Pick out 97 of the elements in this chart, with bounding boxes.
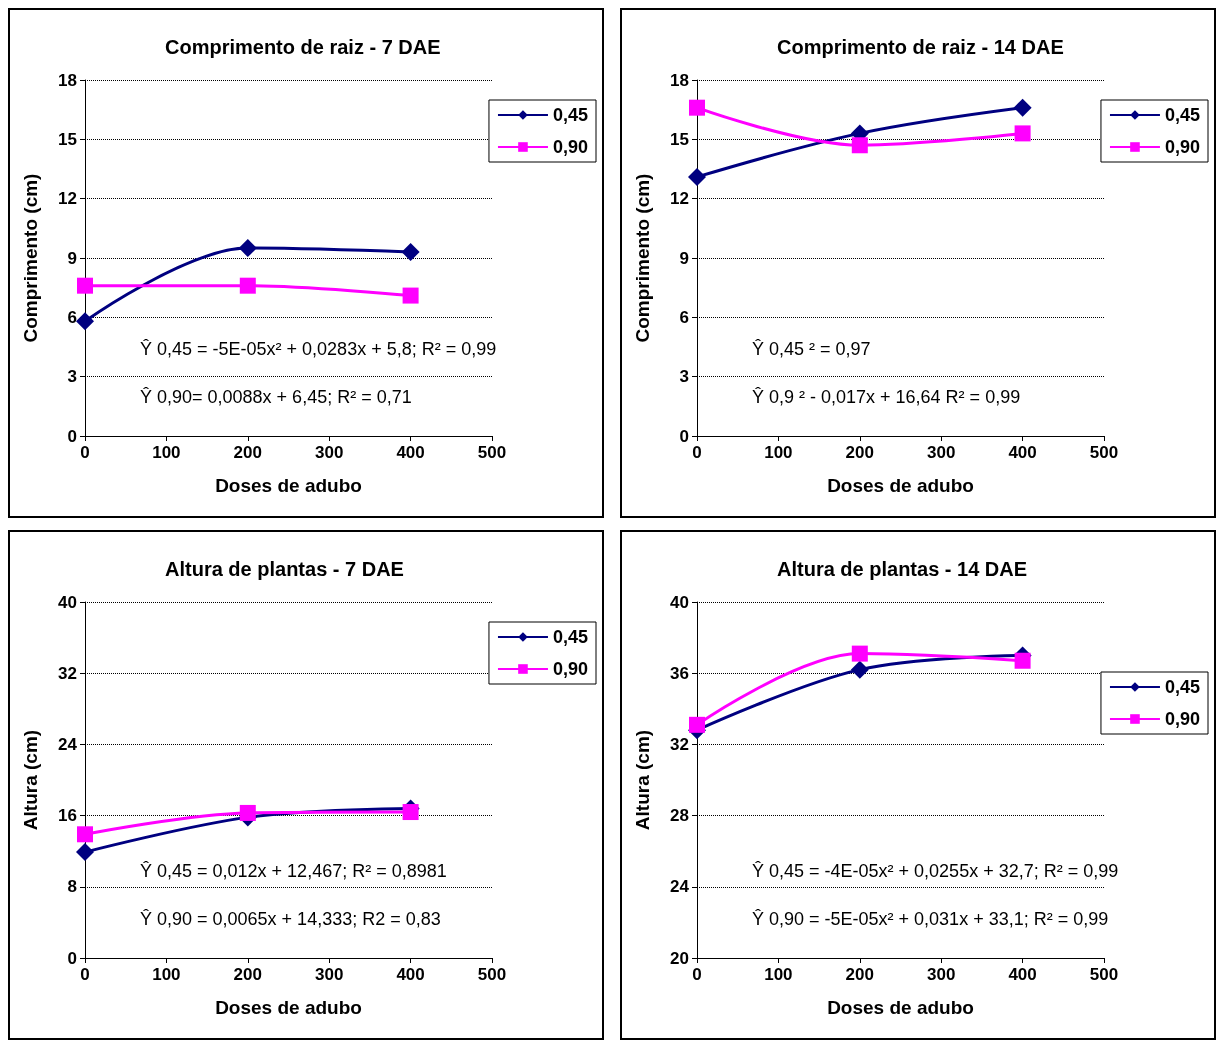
legend-label: 0,45	[1164, 677, 1201, 697]
y-tick-label: 15	[670, 129, 689, 149]
chart-title: Comprimento de raiz - 7 DAE	[165, 36, 441, 58]
x-tick-label: 500	[477, 965, 507, 984]
y-tick-label: 40	[670, 592, 689, 612]
chart-title: Altura de plantas - 7 DAE	[165, 558, 404, 580]
y-tick-label: 32	[58, 663, 77, 683]
chart-title: Altura de plantas - 14 DAE	[777, 558, 1028, 580]
y-tick-label: 6	[679, 307, 689, 327]
y-axis-title: Altura (cm)	[20, 729, 41, 831]
point	[1014, 125, 1031, 142]
annotation: Ŷ 0,9 ² - 0,017x + 16,64 R² = 0,99	[752, 387, 1021, 407]
x-tick-label: 0	[80, 443, 90, 462]
x-tick-label: 200	[233, 443, 262, 462]
legend-label: 0,45	[552, 105, 589, 125]
point	[76, 312, 94, 331]
x-tick-label: 0	[692, 965, 702, 984]
point	[689, 716, 705, 733]
legend-label: 0,45	[552, 627, 589, 647]
x-tick-label: 400	[1008, 965, 1037, 984]
y-tick-label: 24	[670, 877, 690, 897]
x-tick-label: 400	[1008, 443, 1037, 462]
point	[402, 804, 419, 821]
point	[401, 243, 420, 262]
x-tick-label: 500	[1089, 965, 1119, 984]
x-tick-label: 100	[764, 965, 793, 984]
legend-label: 0,45	[1164, 105, 1201, 125]
point	[76, 843, 94, 862]
point	[1013, 98, 1032, 117]
x-tick-label: 100	[764, 443, 793, 462]
x-tick-label: 200	[845, 443, 874, 462]
y-axis-title: Comprimento (cm)	[632, 173, 653, 343]
y-tick-label: 3	[679, 367, 689, 387]
legend-label: 0,90	[1164, 137, 1201, 157]
x-tick-label: 400	[396, 965, 425, 984]
annotation: Ŷ 0,45 = -4E-05x² + 0,0255x + 32,7; R² = 0,99	[752, 861, 1119, 881]
y-tick-label: 15	[58, 129, 77, 149]
point	[239, 804, 256, 821]
y-tick-label: 9	[679, 248, 689, 268]
annotation: Ŷ 0,45 = -5E-05x² + 0,0283x + 5,8; R² = 0,99	[140, 339, 497, 359]
point	[850, 660, 869, 679]
y-tick-label: 28	[670, 806, 689, 826]
x-tick-label: 100	[152, 965, 181, 984]
x-tick-label: 300	[315, 965, 344, 984]
x-axis-title: Doses de adubo	[827, 997, 974, 1018]
y-axis-title: Altura (cm)	[632, 729, 653, 831]
legend-label: 0,90	[1164, 709, 1201, 729]
point	[239, 277, 256, 294]
point	[402, 287, 419, 304]
x-tick-label: 500	[1089, 443, 1119, 462]
x-axis-title: Doses de adubo	[827, 475, 974, 496]
point	[851, 137, 868, 154]
point	[77, 277, 93, 294]
y-tick-label: 3	[67, 367, 77, 387]
point	[238, 239, 257, 258]
legend-label: 0,90	[552, 659, 589, 679]
y-tick-label: 8	[67, 877, 77, 897]
y-tick-label: 20	[670, 948, 689, 968]
y-tick-label: 32	[670, 734, 689, 754]
x-axis-title: Doses de adubo	[215, 997, 362, 1018]
annotation: Ŷ 0,45 = 0,012x + 12,467; R² = 0,8981	[140, 861, 447, 881]
x-tick-label: 0	[692, 443, 702, 462]
y-tick-label: 18	[670, 70, 689, 90]
annotation: Ŷ 0,90 = -5E-05x² + 0,031x + 33,1; R² = 0,99	[752, 909, 1109, 929]
annotation: Ŷ 0,90 = 0,0065x + 14,333; R2 = 0,83	[140, 909, 441, 929]
annotation: Ŷ 0,45 ² = 0,97	[752, 339, 871, 359]
point	[851, 645, 868, 662]
y-tick-label: 18	[58, 70, 77, 90]
annotation: Ŷ 0,90= 0,0088x + 6,45; R² = 0,71	[140, 387, 412, 407]
x-tick-label: 200	[233, 965, 262, 984]
x-axis-title: Doses de adubo	[215, 475, 362, 496]
x-tick-label: 300	[927, 965, 956, 984]
y-tick-label: 9	[67, 248, 77, 268]
x-tick-label: 400	[396, 443, 425, 462]
y-tick-label: 12	[58, 189, 77, 209]
y-tick-label: 24	[58, 734, 78, 754]
point	[77, 826, 93, 843]
y-tick-label: 36	[670, 663, 689, 683]
x-tick-label: 300	[927, 443, 956, 462]
y-tick-label: 0	[67, 948, 77, 968]
x-tick-label: 200	[845, 965, 874, 984]
y-tick-label: 0	[67, 426, 77, 446]
x-tick-label: 500	[477, 443, 507, 462]
y-axis-title: Comprimento (cm)	[20, 173, 41, 343]
x-tick-label: 100	[152, 443, 181, 462]
point	[688, 167, 706, 186]
y-tick-label: 0	[679, 426, 689, 446]
y-tick-label: 40	[58, 592, 77, 612]
x-tick-label: 0	[80, 965, 90, 984]
chart-title: Comprimento de raiz - 14 DAE	[777, 36, 1064, 58]
x-tick-label: 300	[315, 443, 344, 462]
y-tick-label: 6	[67, 307, 77, 327]
y-tick-label: 16	[58, 806, 77, 826]
legend-label: 0,90	[552, 137, 589, 157]
point	[1014, 652, 1031, 669]
y-tick-label: 12	[670, 189, 689, 209]
point	[689, 99, 705, 116]
